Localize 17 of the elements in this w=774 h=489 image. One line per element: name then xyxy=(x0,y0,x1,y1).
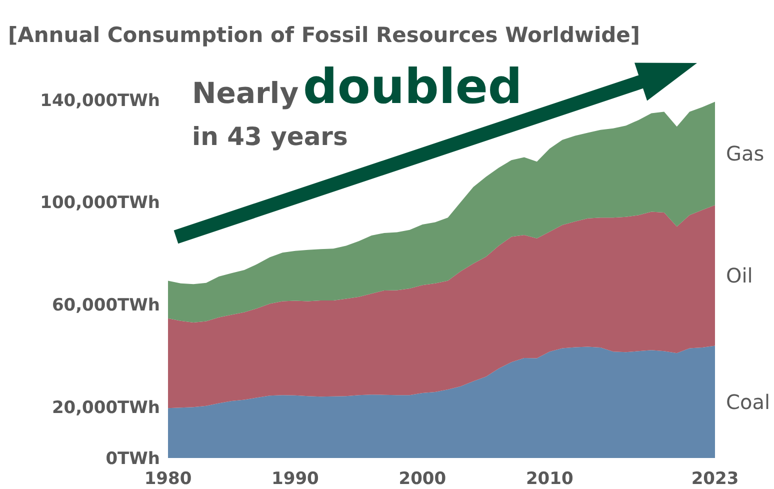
x-tick-label: 1990 xyxy=(272,469,320,489)
annotation: doubled xyxy=(303,59,522,115)
annotation: in 43 years xyxy=(192,122,348,151)
chart-title: [Annual Consumption of Fossil Resources Worldwide] xyxy=(8,23,640,47)
y-tick-label: 100,000TWh xyxy=(40,193,160,214)
x-tick-label: 2010 xyxy=(526,469,574,489)
x-tick-label: 2023 xyxy=(691,469,739,489)
y-tick-label: 140,000TWh xyxy=(40,90,160,111)
y-tick-label: 20,000TWh xyxy=(52,398,160,418)
x-tick-label: 1980 xyxy=(144,469,192,489)
series-label: Oil xyxy=(726,263,753,288)
y-tick-label: 0TWh xyxy=(106,448,160,469)
series-label: Gas xyxy=(726,141,764,166)
annotation: Nearly xyxy=(192,76,299,110)
y-tick-label: 60,000TWh xyxy=(52,296,160,316)
series-label: Coal xyxy=(726,390,770,414)
x-tick-label: 2000 xyxy=(398,469,446,489)
